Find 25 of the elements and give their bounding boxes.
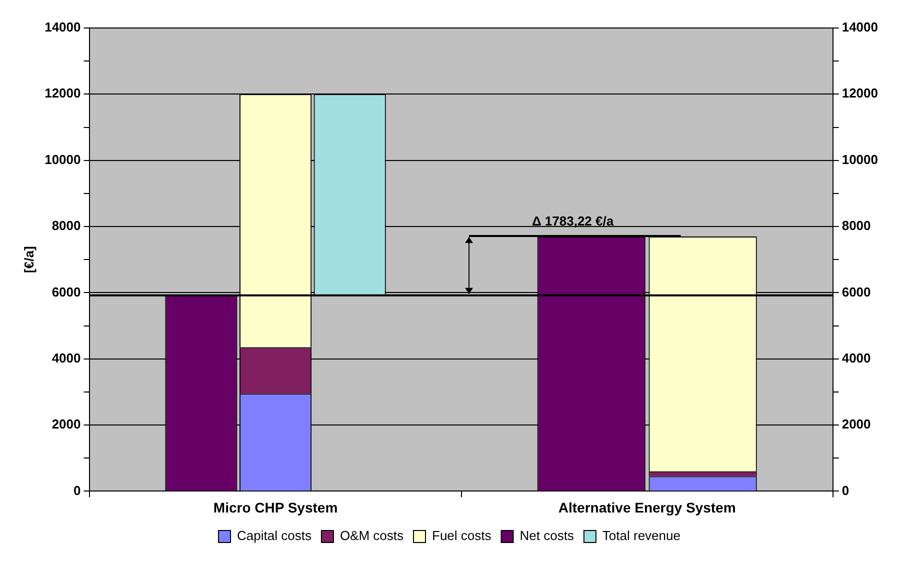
y2-tick-label: 8000 xyxy=(842,218,871,234)
legend-label: Net costs xyxy=(520,528,574,544)
legend-label: Total revenue xyxy=(602,528,680,544)
y-tick-label: 6000 xyxy=(52,284,81,300)
y-tick-label: 12000 xyxy=(44,86,81,101)
y-tick-label: 14000 xyxy=(44,20,81,35)
y2-tick-label: 10000 xyxy=(842,152,878,167)
y2-tick-label: 14000 xyxy=(842,20,878,35)
y2-tick-label: 6000 xyxy=(842,284,871,300)
y-tick-label: 8000 xyxy=(52,218,81,234)
legend-label: Fuel costs xyxy=(432,528,492,544)
annotation: Δ 1783,22 €/a xyxy=(532,214,614,229)
y-tick-label: 10000 xyxy=(44,152,81,167)
y-tick-label: 2000 xyxy=(52,416,81,432)
y2-tick-label: 2000 xyxy=(842,416,871,432)
x-tick-label: Alternative Energy System xyxy=(558,499,736,516)
y2-tick-label: 0 xyxy=(842,482,850,498)
x-tick-label: Micro CHP System xyxy=(213,499,338,516)
y2-tick-label: 4000 xyxy=(842,350,871,366)
y-tick-label: 4000 xyxy=(52,350,81,366)
y-axis-title: [€/a] xyxy=(21,246,36,273)
y2-tick-label: 12000 xyxy=(842,86,878,101)
legend-label: Capital costs xyxy=(237,528,312,544)
legend-label: O&M costs xyxy=(340,528,404,544)
y-tick-label: 0 xyxy=(74,482,81,498)
